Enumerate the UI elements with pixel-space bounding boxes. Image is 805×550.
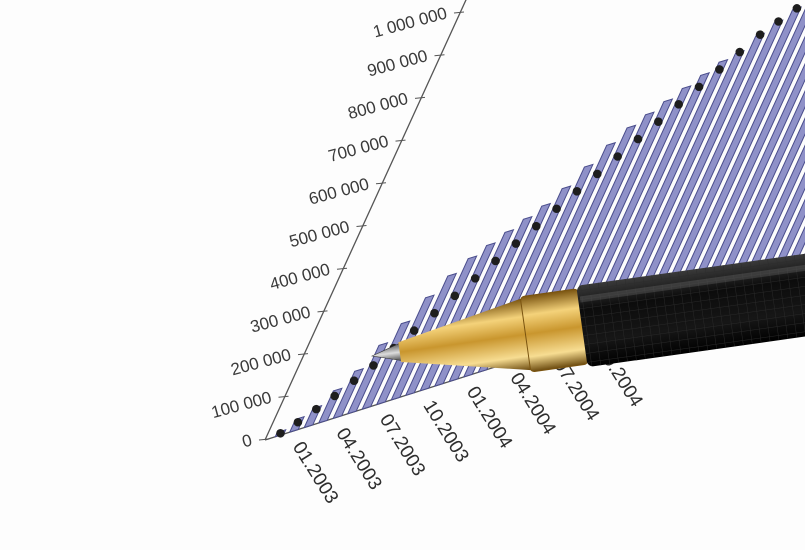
line-point bbox=[593, 169, 602, 179]
pen bbox=[370, 222, 805, 373]
y-tick-label: 800 000 bbox=[346, 89, 410, 123]
line-point bbox=[572, 187, 582, 196]
y-tick bbox=[414, 96, 426, 99]
line-point bbox=[613, 152, 622, 161]
y-tick-label: 400 000 bbox=[268, 260, 332, 294]
y-tick bbox=[278, 395, 289, 398]
line-point bbox=[674, 99, 683, 109]
y-tick-label: 700 000 bbox=[326, 132, 390, 166]
x-tick-label: 04.2004 bbox=[505, 369, 559, 439]
line-point bbox=[430, 308, 439, 318]
line-point bbox=[694, 82, 704, 92]
line-point bbox=[369, 361, 378, 370]
x-tick-label: 10.2003 bbox=[418, 397, 472, 466]
x-tick-label: 04.2003 bbox=[331, 424, 385, 493]
y-tick bbox=[395, 139, 406, 142]
line-point bbox=[349, 376, 359, 386]
y-tick bbox=[356, 225, 367, 227]
y-tick-label: 300 000 bbox=[248, 302, 312, 336]
line-point bbox=[470, 274, 480, 283]
line-point bbox=[755, 30, 765, 39]
line-point bbox=[312, 404, 321, 414]
chart-layer: 0 100 000 200 000 300 000 400 000 500 000 600 … bbox=[209, 0, 805, 508]
y-tick bbox=[317, 310, 328, 313]
y-tick bbox=[434, 54, 445, 57]
bar bbox=[317, 387, 343, 424]
line-point bbox=[293, 417, 303, 427]
y-tick bbox=[297, 353, 309, 356]
pen-cone bbox=[398, 298, 531, 371]
line-point bbox=[450, 291, 460, 301]
line-point bbox=[774, 17, 783, 26]
line-point bbox=[715, 65, 724, 74]
y-tick-label: 1 000 000 bbox=[371, 4, 449, 42]
line-point bbox=[409, 326, 419, 335]
y-tick bbox=[258, 438, 270, 441]
line-point bbox=[792, 4, 802, 13]
line-point bbox=[552, 204, 561, 214]
line-point bbox=[511, 239, 521, 248]
y-tick-label: 900 000 bbox=[365, 46, 429, 80]
line-point bbox=[633, 134, 643, 144]
y-tick-label: 100 000 bbox=[209, 388, 273, 422]
y-tick bbox=[336, 267, 348, 270]
y-tick bbox=[453, 11, 465, 14]
line-point bbox=[654, 117, 663, 126]
y-axis-line bbox=[264, 0, 467, 441]
y-tick bbox=[375, 182, 387, 185]
pen-grip-texture bbox=[577, 222, 805, 367]
line-point bbox=[276, 428, 285, 438]
y-tick-label: 600 000 bbox=[307, 174, 371, 208]
x-tick-label: 07.2003 bbox=[375, 411, 429, 480]
y-tick-label: 0 bbox=[240, 431, 254, 452]
line-point bbox=[491, 256, 500, 266]
line-point bbox=[531, 221, 541, 231]
x-tick-label: 01.2004 bbox=[462, 383, 516, 453]
y-tick-label: 200 000 bbox=[229, 345, 293, 379]
pen-ring bbox=[520, 288, 589, 373]
bar bbox=[346, 341, 389, 415]
y-tick-label: 500 000 bbox=[287, 217, 351, 251]
line-point bbox=[735, 47, 745, 57]
line-point bbox=[330, 391, 340, 401]
x-tick-label: 01.2003 bbox=[288, 438, 342, 507]
pen-highlight bbox=[579, 233, 805, 303]
